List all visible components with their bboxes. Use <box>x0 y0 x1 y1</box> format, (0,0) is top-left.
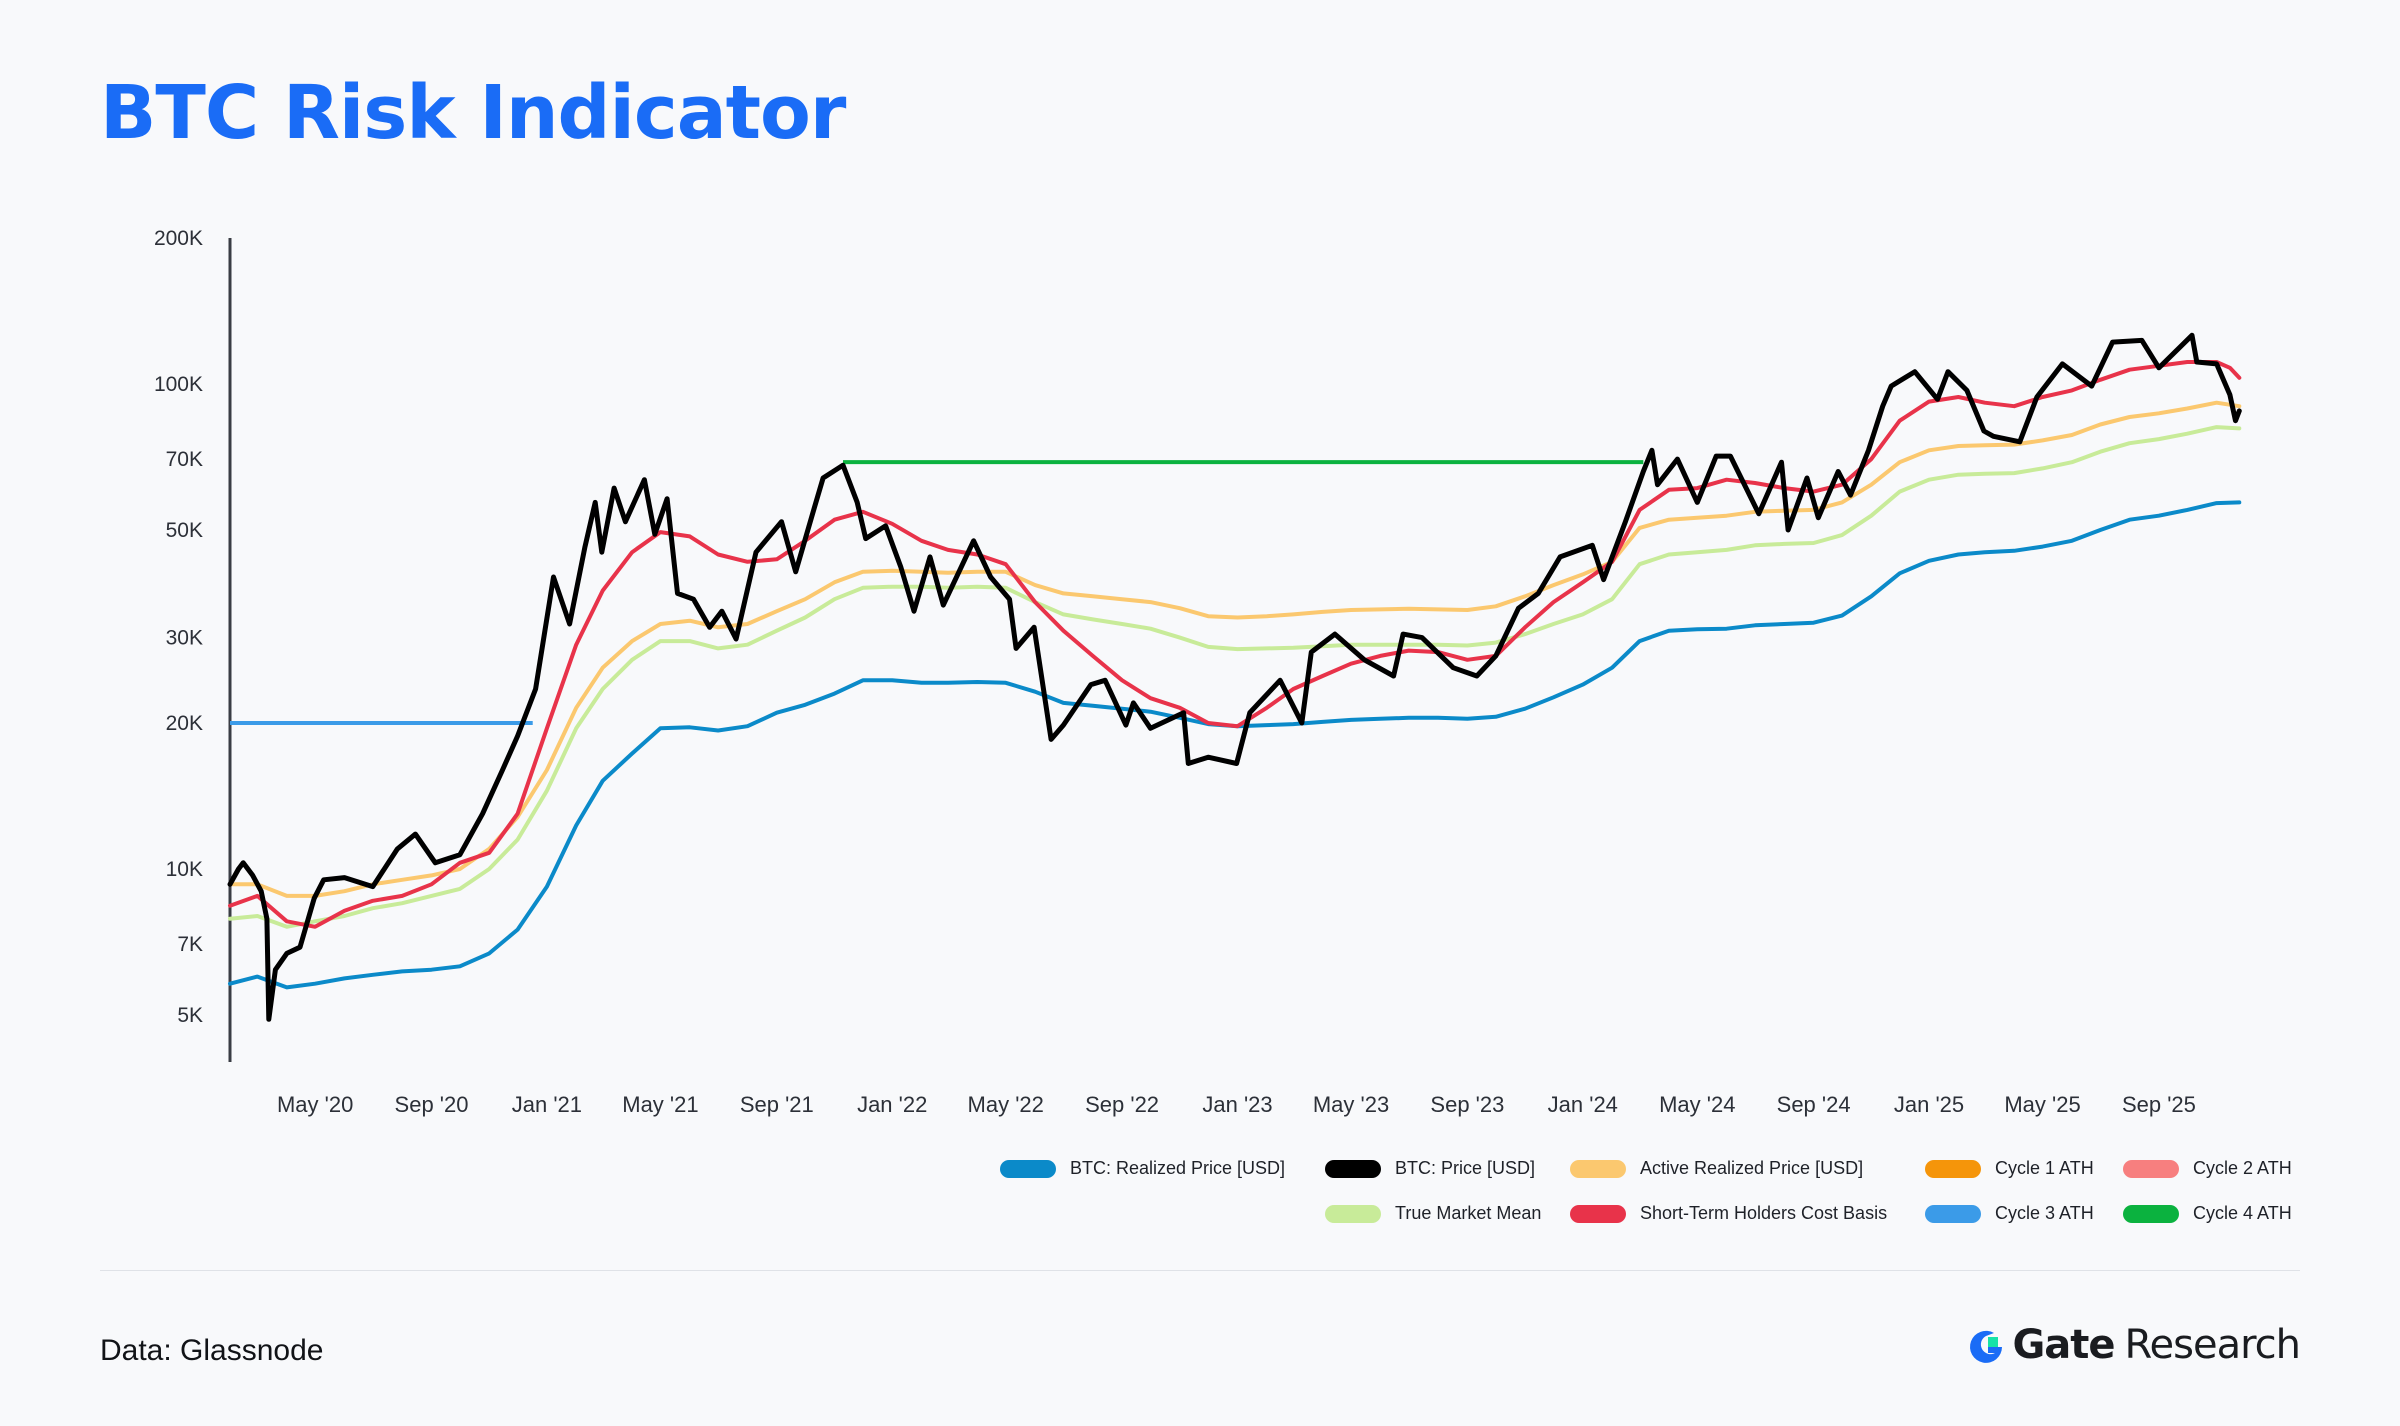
y-tick-label: 30K <box>166 627 203 650</box>
legend-item-price: BTC: Price [USD] <box>1325 1158 1535 1179</box>
x-tick-label: Jan '21 <box>512 1092 582 1117</box>
x-tick-label: May '22 <box>968 1092 1044 1117</box>
legend-item-realized: BTC: Realized Price [USD] <box>1000 1158 1285 1179</box>
x-tick-label: Sep '24 <box>1777 1092 1851 1117</box>
realized-series-line <box>228 500 2242 990</box>
legend-swatch <box>1325 1204 1381 1223</box>
legend-label: Cycle 1 ATH <box>1995 1158 2094 1178</box>
price-series-line <box>227 332 2242 1022</box>
chart: 200K 100K 70K 50K 30K 20K 10K 7K 5K May '20 Sep '… <box>154 227 2242 1117</box>
legend-label: BTC: Realized Price [USD] <box>1070 1158 1286 1178</box>
y-tick-label: 100K <box>154 373 203 396</box>
active_realized-series-line <box>228 400 2242 898</box>
gate-logo-icon <box>1970 1330 2003 1363</box>
page-title: BTC Risk Indicator <box>100 70 846 156</box>
y-tick-label: 5K <box>177 1004 203 1027</box>
legend-swatch <box>1000 1159 1056 1178</box>
y-tick-label: 70K <box>166 448 203 471</box>
x-tick-label: Sep '22 <box>1085 1092 1159 1117</box>
x-tick-label: Sep '25 <box>2122 1092 2196 1117</box>
legend-label: Short-Term Holders Cost Basis <box>1640 1203 1888 1223</box>
x-tick-label: Sep '23 <box>1430 1092 1504 1117</box>
legend-label: BTC: Price [USD] <box>1395 1158 1536 1178</box>
legend-item-active_realized: Active Realized Price [USD] <box>1570 1158 1863 1179</box>
divider <box>100 1270 2300 1271</box>
legend-swatch <box>1325 1159 1381 1178</box>
legend: BTC: Realized Price [USD] BTC: Price [USD… <box>1000 1158 2300 1268</box>
legend-swatch <box>2123 1204 2179 1223</box>
x-tick-label: May '24 <box>1659 1092 1735 1117</box>
legend-label: Active Realized Price [USD] <box>1640 1158 1864 1178</box>
legend-swatch <box>1570 1204 1626 1223</box>
legend-label: Cycle 2 ATH <box>2193 1158 2292 1178</box>
x-tick-label: Jan '25 <box>1894 1092 1964 1117</box>
x-tick-label: May '20 <box>277 1092 353 1117</box>
legend-label: Cycle 4 ATH <box>2193 1203 2292 1223</box>
y-tick-label: 7K <box>177 933 203 956</box>
legend-item-cycle2: Cycle 2 ATH <box>2123 1158 2292 1179</box>
x-tick-label: Jan '24 <box>1548 1092 1618 1117</box>
brand-logo: Gate Research <box>1964 1322 2301 1368</box>
y-tick-label: 200K <box>154 227 203 250</box>
legend-item-sth: Short-Term Holders Cost Basis <box>1570 1203 1887 1224</box>
legend-label: True Market Mean <box>1395 1203 1542 1223</box>
x-tick-label: May '23 <box>1313 1092 1389 1117</box>
y-axis: 200K 100K 70K 50K 30K 20K 10K 7K 5K <box>154 227 232 1062</box>
y-tick-label: 10K <box>166 858 203 881</box>
true_market_mean-series-line <box>228 425 2242 929</box>
x-tick-label: Sep '20 <box>395 1092 469 1117</box>
legend-swatch <box>1925 1159 1981 1178</box>
legend-label: Cycle 3 ATH <box>1995 1203 2094 1223</box>
legend-swatch <box>1925 1204 1981 1223</box>
y-tick-label: 50K <box>166 519 203 542</box>
y-tick-label: 20K <box>166 712 203 735</box>
sth-series-line <box>228 360 2242 929</box>
x-tick-label: May '21 <box>622 1092 698 1117</box>
x-tick-label: Jan '23 <box>1202 1092 1272 1117</box>
legend-item-cycle3: Cycle 3 ATH <box>1925 1203 2094 1224</box>
data-source: Data: Glassnode <box>100 1334 324 1367</box>
x-tick-label: Sep '21 <box>740 1092 814 1117</box>
brand-subtitle: Research <box>2124 1322 2301 1368</box>
legend-item-cycle4: Cycle 4 ATH <box>2123 1203 2292 1224</box>
x-axis: May '20 Sep '20 Jan '21 May '21 Sep '21 Jan '… <box>277 1092 2196 1117</box>
legend-swatch <box>1570 1159 1626 1178</box>
x-tick-label: May '25 <box>2004 1092 2080 1117</box>
brand-name: Gate <box>2012 1322 2115 1368</box>
legend-item-true_market_mean: True Market Mean <box>1325 1203 1541 1224</box>
legend-swatch <box>2123 1159 2179 1178</box>
legend-item-cycle1: Cycle 1 ATH <box>1925 1158 2094 1179</box>
plot-area <box>227 332 2242 1022</box>
x-tick-label: Jan '22 <box>857 1092 927 1117</box>
